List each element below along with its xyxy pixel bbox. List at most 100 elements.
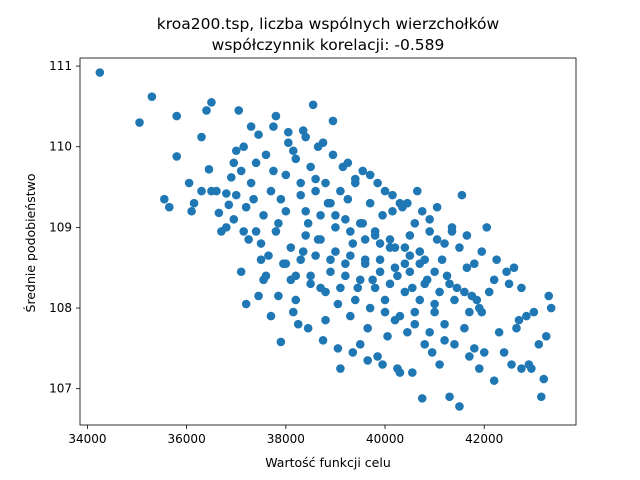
scatter-point: [336, 364, 345, 373]
scatter-point: [395, 311, 405, 321]
scatter-point: [430, 299, 439, 309]
scatter-point: [291, 154, 301, 164]
scatter-point: [405, 267, 415, 277]
scatter-point: [365, 170, 375, 180]
scatter-point: [482, 223, 492, 232]
scatter-point: [355, 219, 365, 228]
scatter-point: [400, 259, 410, 268]
scatter-point: [544, 291, 554, 301]
scatter-point: [517, 364, 526, 373]
scatter-point: [477, 247, 487, 256]
scatter-point: [450, 295, 459, 305]
scatter-point: [541, 331, 551, 341]
scatter-point: [135, 118, 144, 127]
scatter-point: [341, 259, 350, 268]
scatter-point: [341, 215, 350, 224]
scatter-point: [286, 243, 296, 252]
scatter-point: [306, 162, 315, 172]
scatter-point: [298, 126, 308, 135]
scatter-point: [301, 132, 310, 142]
scatter-point: [403, 327, 412, 337]
scatter-point: [529, 307, 539, 317]
scatter-point: [370, 231, 380, 240]
scatter-point: [288, 146, 298, 156]
scatter-point: [546, 303, 556, 313]
scatter-point: [234, 106, 244, 115]
scatter-point: [316, 235, 325, 244]
scatter-point: [522, 311, 531, 321]
scatter-point: [425, 327, 434, 337]
scatter-point: [484, 287, 494, 297]
scatter-point: [254, 130, 263, 139]
chart-subtitle: współczynnik korelacji: -0.589: [212, 36, 445, 54]
scatter-point: [306, 271, 315, 281]
scatter-point: [514, 315, 524, 325]
scatter-point: [375, 267, 385, 277]
scatter-point: [378, 360, 387, 369]
scatter-point: [321, 178, 330, 188]
scatter-point: [271, 111, 281, 121]
scatter-point: [197, 186, 206, 196]
scatter-point: [355, 340, 365, 349]
scatter-point: [360, 259, 370, 268]
scatter-point: [259, 210, 268, 220]
scatter-point: [390, 263, 400, 273]
scatter-point: [517, 283, 526, 293]
scatter-point: [226, 173, 236, 182]
scatter-point: [420, 255, 430, 264]
scatter-point: [417, 206, 427, 216]
scatter-point: [303, 323, 313, 333]
scatter-point: [306, 279, 315, 289]
scatter-point: [311, 251, 320, 260]
scatter-point: [197, 132, 206, 142]
scatter-point: [311, 174, 320, 184]
scatter-point: [370, 283, 380, 293]
scatter-point: [455, 402, 464, 411]
y-tick-label: 111: [49, 59, 72, 73]
scatter-point: [284, 138, 293, 147]
scatter-point: [236, 166, 246, 176]
scatter-point: [301, 231, 310, 240]
scatter-point: [231, 190, 241, 200]
scatter-point: [293, 319, 303, 329]
scatter-point: [281, 259, 291, 268]
scatter-point: [415, 295, 425, 305]
scatter-point: [291, 295, 301, 305]
scatter-point: [259, 275, 268, 285]
scatter-point: [527, 364, 536, 373]
scatter-point: [410, 307, 420, 317]
scatter-point: [222, 189, 231, 198]
scatter-point: [474, 364, 484, 373]
scatter-point: [246, 178, 256, 188]
scatter-point: [212, 186, 221, 196]
scatter-point: [239, 142, 248, 152]
scatter-point: [365, 198, 375, 208]
scatter-point: [415, 247, 425, 256]
scatter-point: [435, 360, 444, 369]
scatter-point: [296, 190, 306, 200]
scatter-point: [348, 239, 358, 248]
chart-title: kroa200.tsp, liczba wspólnych wierzchołk…: [157, 15, 500, 33]
scatter-point: [229, 215, 239, 224]
scatter-point: [269, 166, 278, 176]
scatter-point: [408, 368, 417, 377]
y-axis-label: Średnie podobieństwo: [23, 174, 38, 313]
scatter-point: [249, 194, 258, 204]
scatter-point: [388, 190, 397, 200]
scatter-point: [504, 279, 514, 289]
scatter-point: [462, 263, 472, 273]
scatter-point: [266, 311, 276, 321]
scatter-point: [432, 202, 442, 212]
scatter-point: [264, 251, 273, 260]
scatter-point: [430, 307, 439, 317]
scatter-point: [343, 158, 353, 168]
scatter-point: [447, 223, 457, 232]
scatter-point: [296, 255, 306, 264]
scatter-point: [494, 327, 504, 337]
scatter-point: [281, 170, 291, 180]
scatter-point: [246, 122, 256, 131]
scatter-point: [326, 255, 335, 264]
scatter-point: [472, 295, 482, 305]
scatter-point: [373, 178, 382, 188]
